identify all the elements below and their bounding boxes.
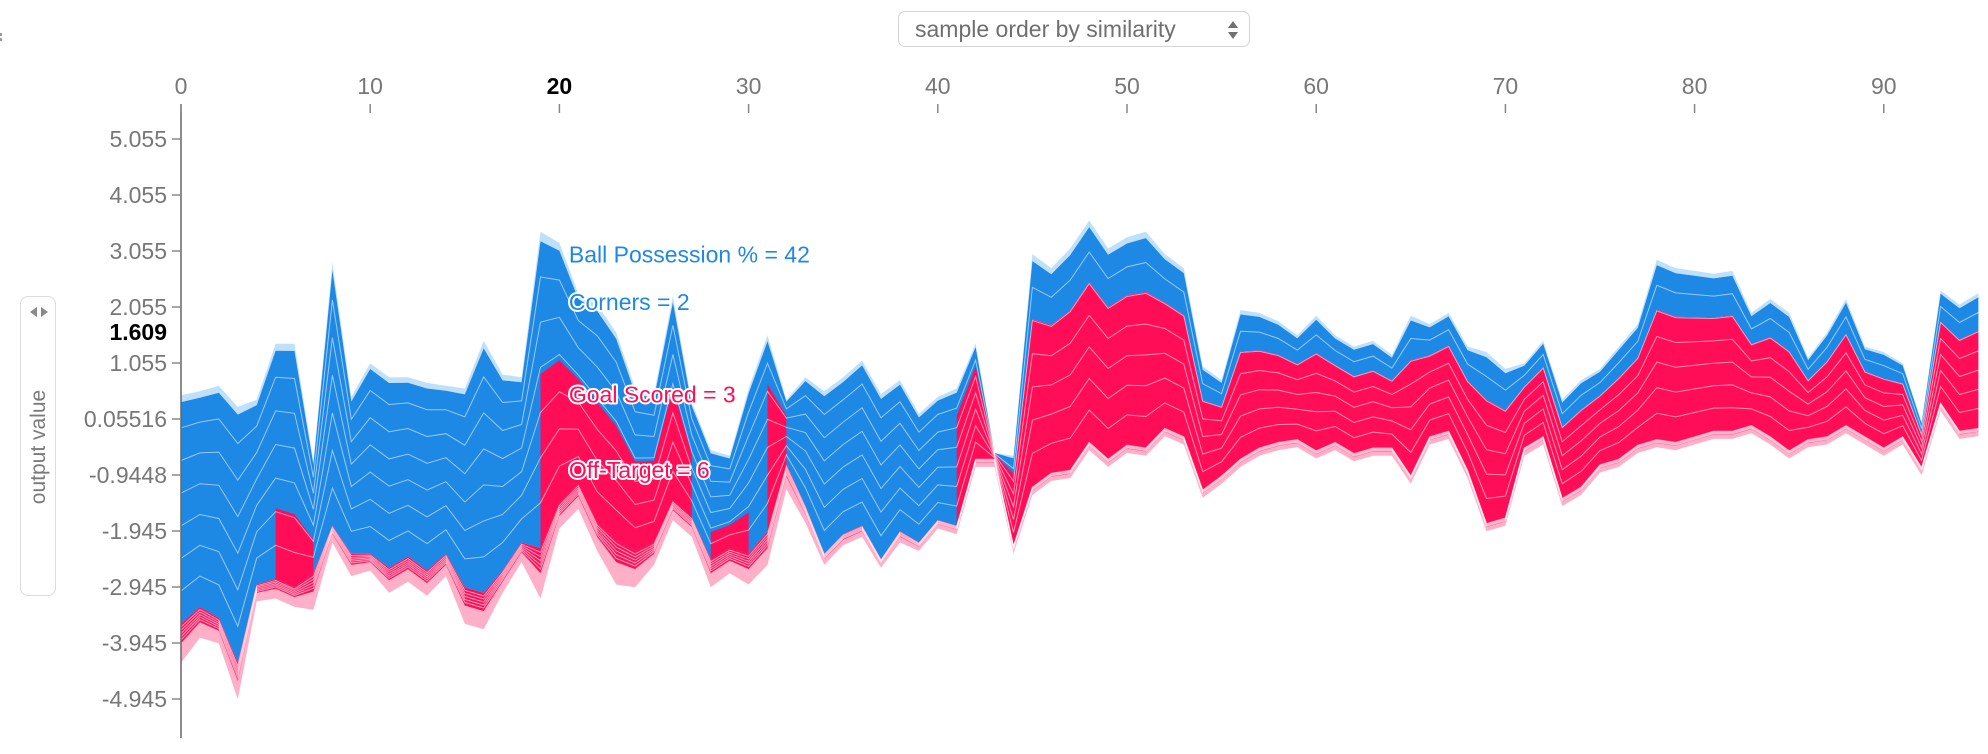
x-tick-label: 50: [1114, 73, 1140, 99]
left-right-arrows-icon[interactable]: [29, 305, 49, 317]
sample-order-select-value: sample order by similarity: [915, 16, 1176, 42]
separator-line-upper-4: [180, 346, 1979, 555]
separator-line-upper-6: [180, 385, 1979, 628]
feature-annotation: Ball Possession % = 42: [569, 241, 810, 267]
feature-annotation-halo: Off-Target = 6: [569, 457, 710, 483]
feature-annotation: Off-Target = 6: [569, 457, 710, 483]
x-tick-label: 40: [925, 73, 951, 99]
separator-line-upper-3: [180, 314, 1979, 518]
x-tick-label: 10: [357, 73, 383, 99]
y-axis-selector-label: output value: [27, 389, 50, 505]
feature-annotation: Goal Scored = 3: [569, 381, 736, 407]
current-output-value: 1.609: [109, 319, 167, 345]
x-tick-label: 60: [1303, 73, 1329, 99]
current-value-bg: [100, 317, 170, 346]
area-band-negative-late: [1013, 227, 1979, 481]
y-tick-label: -4.945: [102, 686, 167, 712]
feature-annotation-halo: Goal Scored = 3: [569, 381, 736, 407]
x-tick-label: 90: [1871, 73, 1897, 99]
y-tick-label: 4.055: [109, 182, 167, 208]
area-band-positive-patch-4: [956, 366, 1014, 546]
y-tick-label: 0.05516: [84, 406, 167, 432]
axis-layer: 0 10 20 30 40 50 60 70 80 905.0554.0553.0552.0551…: [84, 73, 1897, 738]
x-tick-label: 30: [736, 73, 762, 99]
area-band-positive-patch-1: [540, 360, 692, 551]
feature-annotation-halo: Corners = 2: [569, 289, 690, 315]
area-band-positive-patch-0: [275, 508, 314, 588]
x-tick-label: 20: [547, 73, 573, 99]
updown-arrows-icon: [1226, 17, 1240, 41]
y-tick-label: 1.055: [109, 350, 167, 376]
y-tick-label: 3.055: [109, 238, 167, 264]
sample-order-select[interactable]: sample order by similarity: [898, 11, 1250, 47]
left-edge-marker: [0, 28, 3, 41]
x-tick-label: 0: [175, 73, 188, 99]
y-tick-label: -0.9448: [89, 462, 167, 488]
separator-line-lower-5: [180, 404, 1979, 680]
x-tick-label: 70: [1493, 73, 1519, 99]
feature-annotation: Corners = 2: [569, 289, 690, 315]
stacked-area-layer: [180, 220, 1979, 700]
y-tick-label: -3.945: [102, 630, 167, 656]
y-tick-label: 2.055: [109, 294, 167, 320]
y-tick-label: 5.055: [109, 126, 167, 152]
y-tick-label: -1.945: [102, 518, 167, 544]
area-band-positive-late: [1013, 282, 1979, 550]
x-tick-label: 80: [1682, 73, 1708, 99]
separator-line-upper-5: [180, 369, 1979, 592]
feature-annotation-halo: Ball Possession % = 42: [569, 241, 810, 267]
separator-line-upper-2: [180, 282, 1979, 494]
y-tick-label: -2.945: [102, 574, 167, 600]
area-band-positive-patch-2: [710, 512, 749, 560]
separator-line-upper-1: [180, 251, 1979, 478]
y-axis-selector[interactable]: output value: [20, 296, 56, 596]
